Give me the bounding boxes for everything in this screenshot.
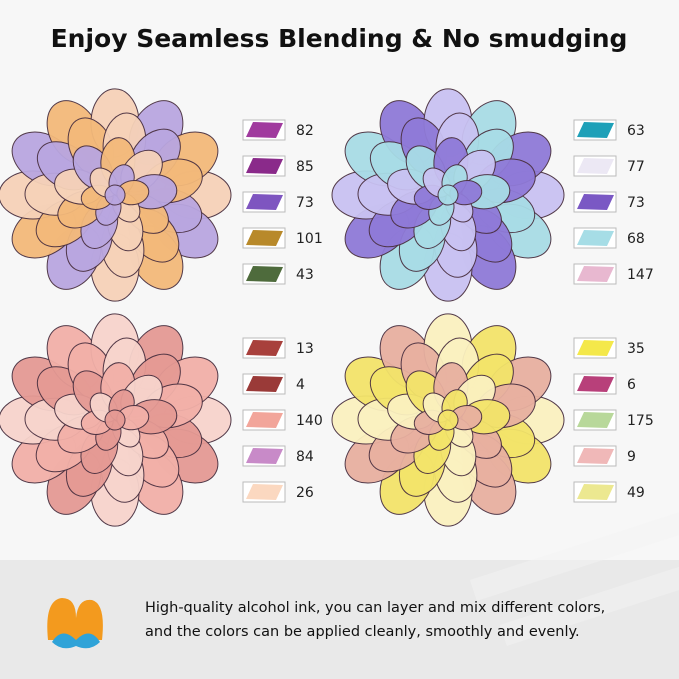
swatch (577, 266, 614, 282)
petal (437, 409, 459, 431)
swatch (577, 412, 614, 428)
swatch-number: 140 (296, 413, 323, 429)
swatch-number: 73 (627, 195, 645, 211)
swatch (246, 412, 283, 428)
swatch (246, 340, 283, 356)
title: Enjoy Seamless Blending & No smudging (51, 24, 628, 53)
swatch-number: 68 (627, 231, 645, 247)
swatch (577, 340, 614, 356)
swatch-number: 35 (627, 341, 645, 357)
swatch (246, 448, 283, 464)
swatch (577, 194, 614, 210)
swatch-number: 147 (627, 267, 654, 283)
swatch-number: 82 (296, 123, 314, 139)
swatch (246, 122, 283, 138)
footer-line: and the colors can be applied cleanly, s… (145, 624, 580, 640)
succulent (0, 313, 232, 527)
petal (104, 409, 126, 431)
swatch (246, 230, 283, 246)
swatch-number: 9 (627, 449, 636, 465)
swatch-number: 84 (296, 449, 314, 465)
swatch-number: 4 (296, 377, 305, 393)
logo (47, 598, 103, 649)
swatch-number: 101 (296, 231, 323, 247)
swatch (577, 230, 614, 246)
swatch (246, 194, 283, 210)
swatch-number: 13 (296, 341, 314, 357)
swatch (246, 376, 283, 392)
swatch (246, 484, 283, 500)
swatch (577, 122, 614, 138)
swatch-number: 49 (627, 485, 645, 501)
swatch-number: 77 (627, 159, 645, 175)
swatch-number: 175 (627, 413, 654, 429)
petal (437, 184, 459, 206)
swatch (246, 158, 283, 174)
swatch (577, 376, 614, 392)
pen-decoration (470, 499, 679, 646)
footer-line: High-quality alcohol ink, you can layer … (145, 600, 605, 616)
petal (104, 184, 126, 206)
swatch (577, 448, 614, 464)
succulent (0, 88, 232, 302)
succulent (331, 88, 565, 302)
swatch-number: 6 (627, 377, 636, 393)
swatch-number: 85 (296, 159, 314, 175)
swatch-number: 63 (627, 123, 645, 139)
swatch-number: 73 (296, 195, 314, 211)
swatch (577, 484, 614, 500)
swatch-number: 26 (296, 485, 314, 501)
swatch (577, 158, 614, 174)
swatch (246, 266, 283, 282)
swatch-number: 43 (296, 267, 314, 283)
succulent (331, 313, 565, 527)
